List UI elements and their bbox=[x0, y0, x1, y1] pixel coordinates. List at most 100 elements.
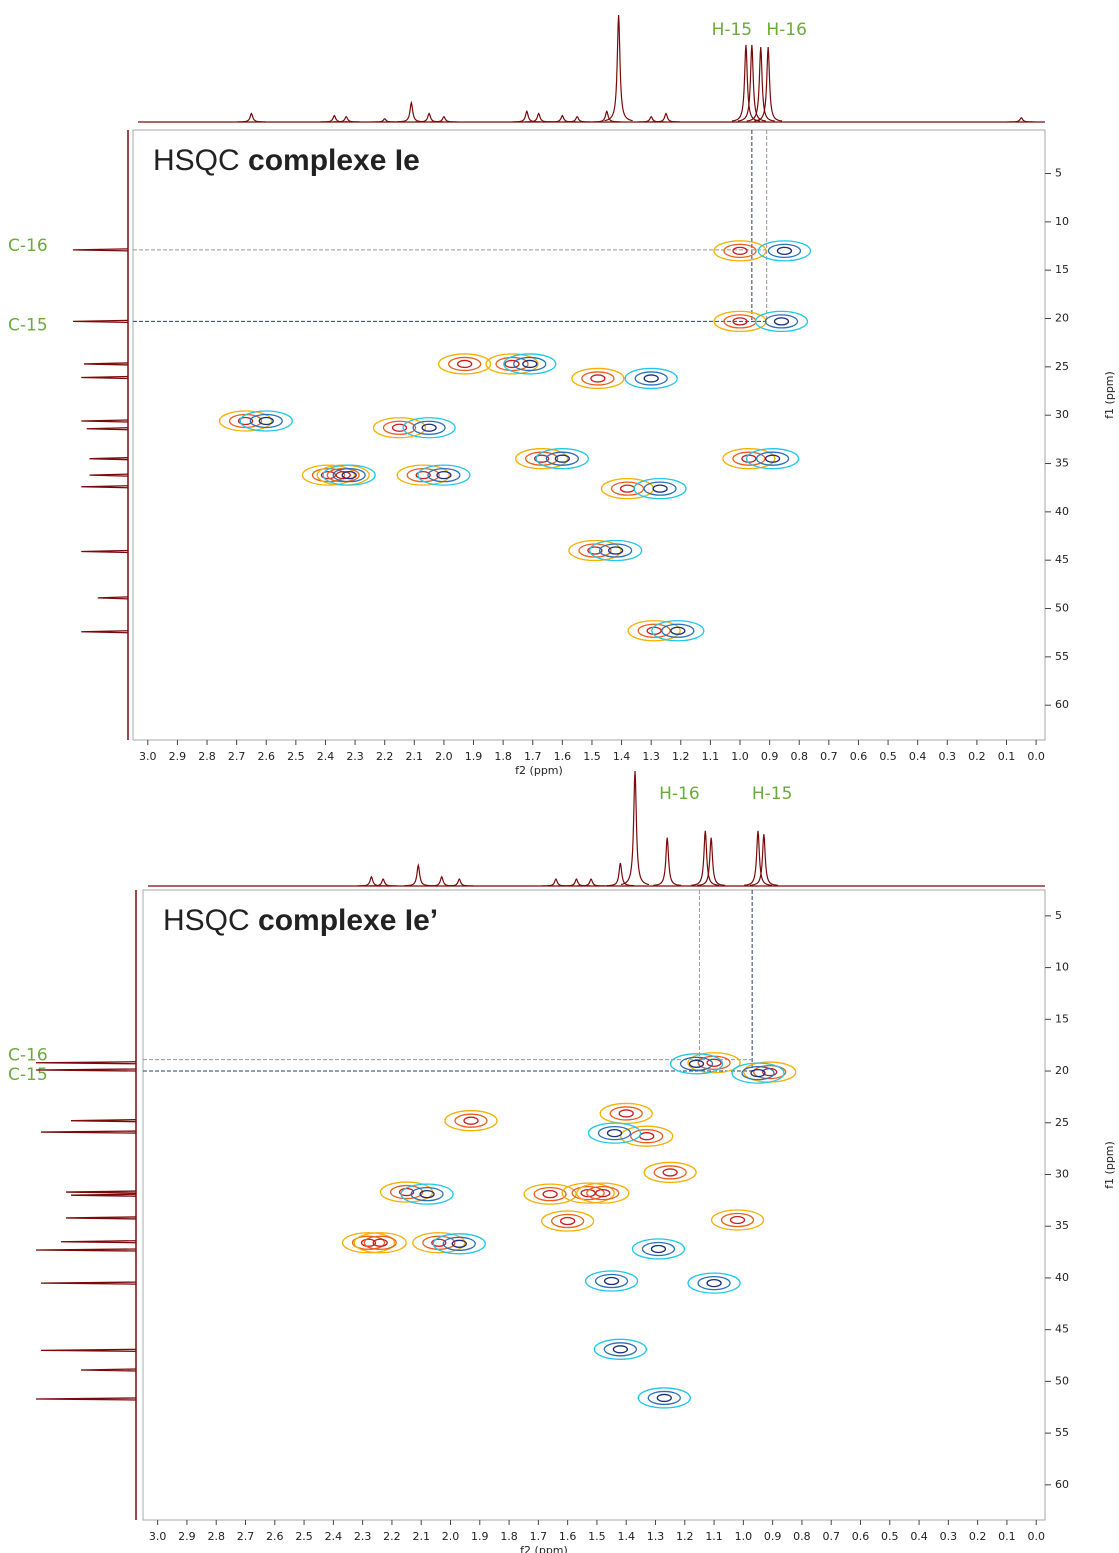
cross-peak-contour bbox=[447, 356, 482, 372]
carbon-peak bbox=[81, 375, 129, 380]
y-tick-label: 30 bbox=[1055, 408, 1069, 421]
proton-peak bbox=[370, 118, 399, 123]
proton-peak bbox=[1007, 116, 1036, 123]
cross-peak-contour bbox=[599, 1102, 653, 1125]
proton-peak bbox=[369, 878, 398, 887]
cross-peak-contour bbox=[670, 626, 686, 635]
carbon-peak bbox=[81, 485, 129, 489]
cross-peak-contour bbox=[741, 1065, 775, 1081]
y-tick-label: 5 bbox=[1055, 909, 1062, 922]
x-tick-label: 2.2 bbox=[383, 1530, 401, 1543]
cross-peak-contour bbox=[606, 1128, 623, 1138]
cross-peak-contour bbox=[679, 1056, 714, 1071]
x-tick-label: 0.8 bbox=[790, 750, 808, 763]
proton-peak bbox=[320, 114, 349, 123]
cross-peak-contour bbox=[647, 1390, 681, 1406]
x-tick-label: 0.1 bbox=[998, 750, 1016, 763]
x-tick-label: 1.5 bbox=[583, 750, 601, 763]
cross-peak-contour bbox=[639, 1132, 655, 1141]
cross-peak-contour bbox=[723, 243, 757, 258]
title-bold: complexe Ie bbox=[248, 144, 420, 177]
proton-peak bbox=[429, 115, 458, 123]
x-tick-label: 2.3 bbox=[346, 750, 364, 763]
x-tick-label: 2.5 bbox=[287, 750, 305, 763]
x-tick-label: 2.4 bbox=[325, 1530, 343, 1543]
cross-peak-contour bbox=[396, 464, 450, 486]
cross-peak-contour bbox=[755, 451, 790, 466]
x-tick-label: 2.1 bbox=[406, 750, 424, 763]
y-tick-label: 35 bbox=[1055, 457, 1069, 470]
cross-peak-contour bbox=[656, 1393, 672, 1403]
y-tick-label: 10 bbox=[1055, 215, 1069, 228]
cross-peak-contour bbox=[773, 317, 790, 326]
cross-peak-contour bbox=[545, 451, 580, 466]
proton-peak bbox=[427, 875, 456, 887]
cross-peak-contour bbox=[732, 317, 748, 326]
cross-peak-contour bbox=[351, 1235, 386, 1250]
cross-peak-contour bbox=[533, 1186, 567, 1202]
cross-peak-contour bbox=[436, 470, 452, 480]
cross-peak-contour bbox=[415, 470, 431, 480]
y-tick-label: 15 bbox=[1055, 263, 1069, 276]
cross-peak-contour bbox=[550, 1213, 585, 1229]
carbon-peak bbox=[81, 630, 129, 634]
proton-peak bbox=[749, 834, 778, 886]
cross-peak-contour bbox=[776, 246, 793, 255]
x-tick-label: 2.0 bbox=[435, 750, 453, 763]
y-tick-label: 20 bbox=[1055, 1064, 1069, 1077]
proton-peak bbox=[743, 830, 773, 886]
c-label: C-16 bbox=[8, 1046, 48, 1066]
carbon-peak bbox=[60, 1240, 137, 1244]
cross-peak-contour bbox=[524, 451, 559, 466]
cross-peak-contour bbox=[363, 1235, 397, 1250]
y-tick-label: 60 bbox=[1055, 698, 1069, 711]
h-label: H-15 bbox=[712, 20, 753, 40]
proton-peak bbox=[524, 112, 553, 123]
cross-peak-contour bbox=[341, 470, 357, 480]
cross-peak-contour bbox=[588, 539, 643, 562]
cross-peak-contour bbox=[419, 1189, 435, 1199]
cross-peak-contour bbox=[581, 371, 615, 386]
cross-peak-contour bbox=[249, 413, 283, 429]
cross-peak-contour bbox=[503, 353, 557, 375]
cross-peak-contour bbox=[630, 1129, 664, 1144]
x-tick-label: 2.3 bbox=[354, 1530, 372, 1543]
proton-peak bbox=[332, 115, 361, 123]
x-tick-label: 3.0 bbox=[149, 1530, 167, 1543]
cross-peak-contour bbox=[732, 246, 748, 255]
cross-peak-contour bbox=[633, 478, 687, 500]
cross-peak-contour bbox=[421, 423, 437, 432]
cross-peak-contour bbox=[713, 240, 767, 262]
carbon-peak bbox=[83, 362, 129, 366]
cross-peak-contour bbox=[651, 620, 705, 642]
x-tick-label: 0.6 bbox=[852, 1530, 870, 1543]
cross-peak-contour bbox=[463, 1116, 479, 1125]
x-tick-label: 0.0 bbox=[1027, 750, 1045, 763]
cross-peak-contour bbox=[620, 1125, 674, 1147]
cross-peak-contour bbox=[400, 1183, 454, 1205]
cross-peak-contour bbox=[578, 543, 612, 558]
proton-peak bbox=[357, 875, 386, 887]
x-tick-label: 0.3 bbox=[940, 1530, 958, 1543]
y-tick-label: 40 bbox=[1055, 1271, 1069, 1284]
carbon-peak bbox=[72, 319, 129, 324]
proton-peak bbox=[606, 862, 635, 887]
cross-peak-contour bbox=[427, 467, 461, 483]
proton-peak bbox=[754, 47, 783, 122]
x-tick-label: 1.9 bbox=[465, 750, 483, 763]
proton-peak bbox=[604, 14, 633, 122]
carbon-peak bbox=[35, 1061, 137, 1065]
cross-peak-contour bbox=[437, 353, 492, 375]
proton-peak bbox=[746, 47, 775, 122]
cross-peak-contour bbox=[559, 1216, 576, 1226]
cross-peak-contour bbox=[218, 410, 273, 432]
cross-peak-contour bbox=[603, 1342, 638, 1357]
proton-peak bbox=[397, 100, 426, 123]
cross-peak-contour bbox=[631, 1238, 686, 1260]
cross-peak-contour bbox=[495, 356, 529, 372]
y-tick-label: 40 bbox=[1055, 505, 1069, 518]
proton-peak bbox=[697, 837, 726, 886]
cross-peak-contour bbox=[228, 413, 263, 429]
cross-peak-contour bbox=[410, 1186, 444, 1202]
